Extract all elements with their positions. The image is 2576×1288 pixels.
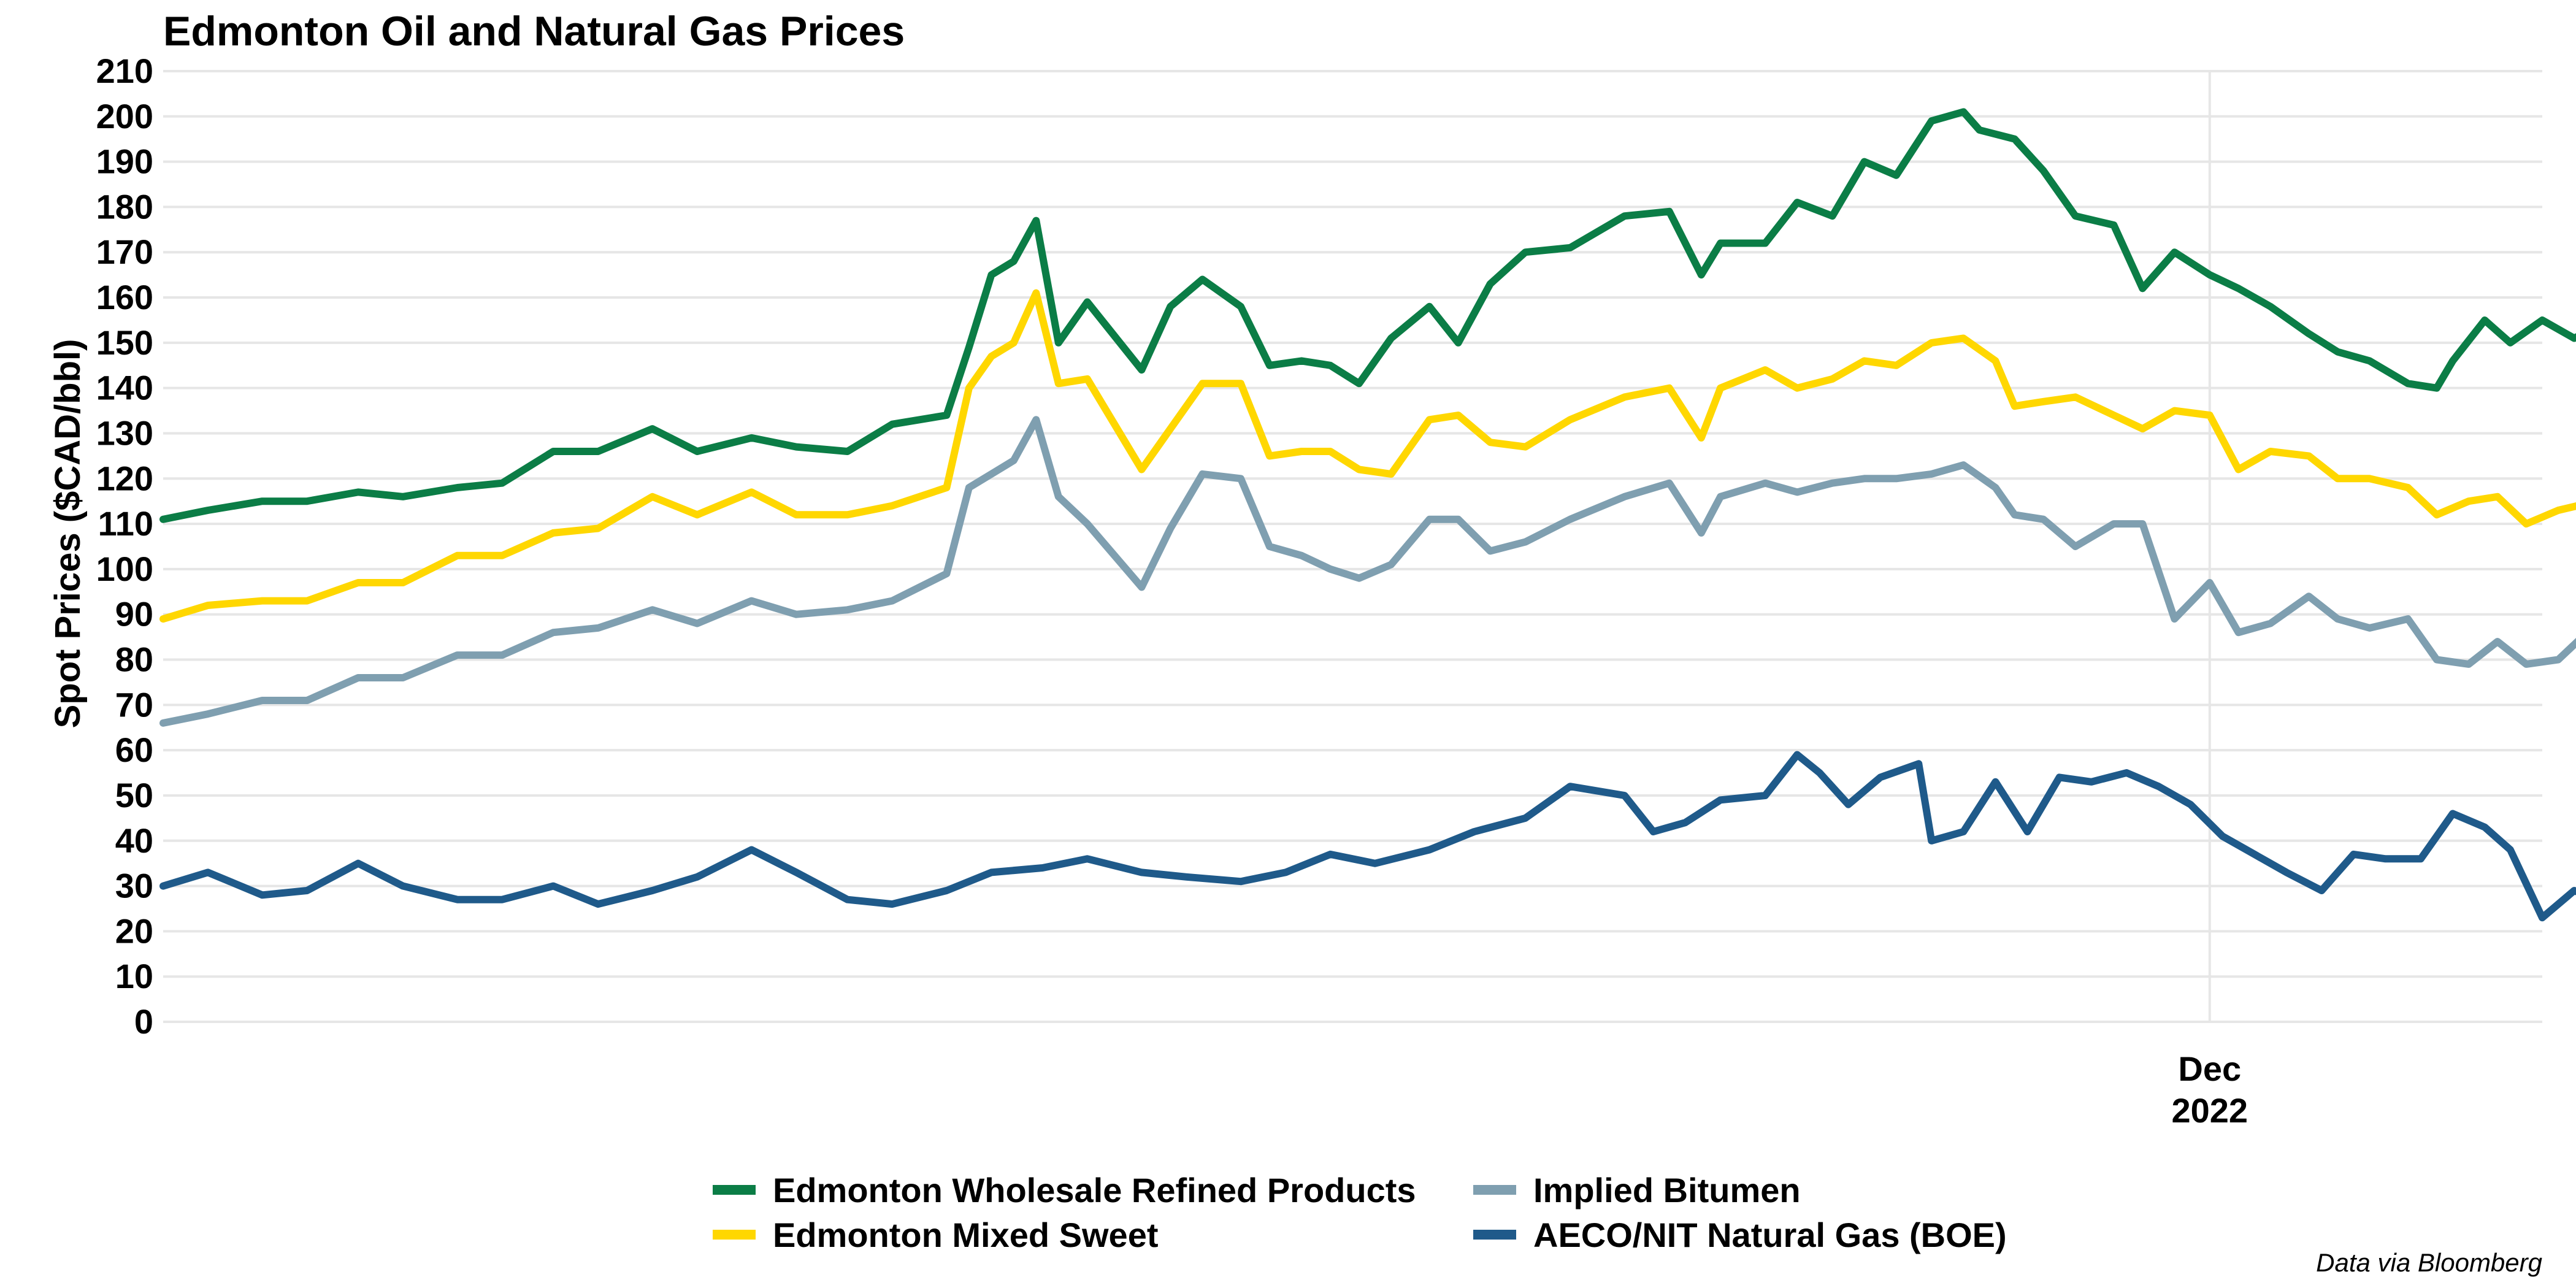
series-line-1 — [159, 108, 2576, 523]
legend-label: Implied Bitumen — [1533, 1171, 1801, 1209]
y-tick-label: 160 — [96, 278, 153, 316]
y-axis-ticks: 0 10 20 30 40 50 60 70 80 90 100 110 120 130 140 150 160… — [96, 52, 153, 1041]
y-tick-label: 90 — [115, 595, 153, 634]
series-line-3 — [159, 416, 2576, 727]
series-lines — [159, 108, 2576, 922]
y-tick-label: 80 — [115, 640, 153, 679]
y-tick-label: 100 — [96, 550, 153, 588]
y-tick-label: 210 — [96, 52, 153, 90]
x-tick-label: Dec — [2178, 1049, 2241, 1088]
y-tick-label: 180 — [96, 187, 153, 226]
y-tick-label: 50 — [115, 776, 153, 815]
y-tick-label: 190 — [96, 142, 153, 181]
series-line-4 — [159, 751, 2576, 922]
y-tick-label: 10 — [115, 957, 153, 995]
y-tick-label: 40 — [115, 821, 153, 860]
y-tick-label: 110 — [98, 504, 153, 543]
y-tick-label: 170 — [96, 232, 153, 271]
y-tick-label: 130 — [96, 413, 153, 452]
y-tick-label: 150 — [96, 323, 153, 362]
y-tick-label: 60 — [115, 730, 153, 769]
y-tick-label: 20 — [115, 911, 153, 950]
y-tick-label: 200 — [96, 97, 153, 136]
y-tick-label: 30 — [115, 867, 153, 905]
y-tick-label: 70 — [115, 685, 153, 724]
series-line-2 — [159, 289, 2576, 623]
legend-label: Edmonton Mixed Sweet — [773, 1216, 1159, 1254]
y-axis-label: Spot Prices ($CAD/bbl) — [48, 339, 88, 729]
y-tick-label: 0 — [134, 1002, 153, 1041]
legend-label: Edmonton Wholesale Refined Products — [773, 1171, 1416, 1209]
caption: Data via Bloomberg — [2316, 1248, 2542, 1277]
x-tick-label: 2022 — [2171, 1091, 2248, 1130]
y-tick-label: 120 — [96, 459, 153, 497]
legend: Edmonton Wholesale Refined Products Impli… — [713, 1171, 2007, 1254]
chart-title: Edmonton Oil and Natural Gas Prices — [163, 8, 905, 55]
legend-label: AECO/NIT Natural Gas (BOE) — [1533, 1216, 2007, 1254]
grid-lines — [163, 70, 2542, 1023]
y-tick-label: 140 — [96, 369, 153, 407]
